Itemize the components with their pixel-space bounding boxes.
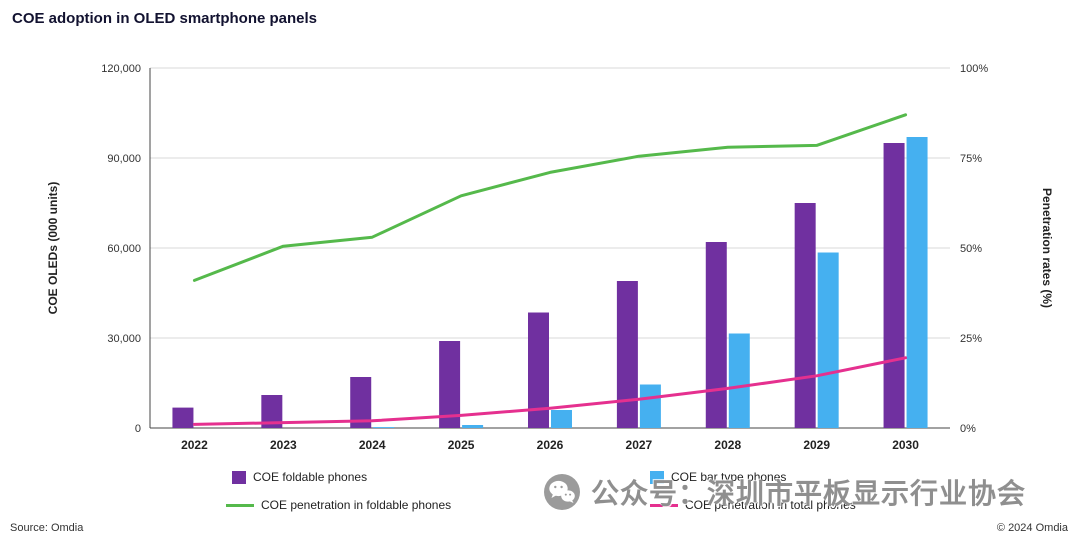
left-axis-tick-label: 0 <box>135 423 141 435</box>
bar-0-2030 <box>883 143 905 428</box>
x-axis-label: 2024 <box>359 438 386 452</box>
bar-1-2028 <box>728 333 750 428</box>
legend-item-foldable: COE foldable phones <box>232 470 367 484</box>
bar-0-2029 <box>794 203 816 428</box>
right-axis-tick-label: 25% <box>960 333 982 345</box>
legend-swatch-bar-type <box>650 470 664 484</box>
bar-0-2022 <box>172 407 194 428</box>
left-axis-tick-label: 120,000 <box>101 63 141 75</box>
copyright-label: © 2024 Omdia <box>996 522 1068 534</box>
bar-0-2028 <box>705 242 727 428</box>
x-axis-label: 2027 <box>626 438 653 452</box>
legend-item-bar-type: COE bar type phones <box>650 470 786 484</box>
legend-item-penetration-total: COE penetration in total phones <box>650 498 856 512</box>
legend-label-bar-type: COE bar type phones <box>671 470 787 484</box>
legend-swatch-penetration-foldable <box>226 503 254 507</box>
bar-0-2027 <box>616 281 638 428</box>
x-axis-label: 2025 <box>448 438 475 452</box>
line-series-0 <box>192 113 908 282</box>
left-axis-tick-label: 30,000 <box>107 333 141 345</box>
right-axis-tick-label: 75% <box>960 153 982 165</box>
left-axis-tick-label: 60,000 <box>107 243 141 255</box>
bar-1-2025 <box>462 425 484 428</box>
line-series-1 <box>192 356 908 426</box>
bar-1-2026 <box>551 410 572 428</box>
bar-1-2030 <box>906 137 928 428</box>
right-axis-tick-label: 100% <box>960 63 988 75</box>
left-axis-tick-label: 90,000 <box>107 153 141 165</box>
right-axis-tick-label: 0% <box>960 423 976 435</box>
legend-label-foldable: COE foldable phones <box>253 470 368 484</box>
x-axis-label: 2026 <box>537 438 564 452</box>
legend-label-penetration-foldable: COE penetration in foldable phones <box>261 498 452 512</box>
coe-adoption-chart: 0 0% 30,000 25% 60,000 50% 90,000 75% 120,000 100… <box>46 63 1054 452</box>
left-axis-title: COE OLEDs (000 units) <box>46 182 60 315</box>
chart-title: COE adoption in OLED smartphone panels <box>12 10 318 27</box>
bar-1-2027 <box>639 384 661 428</box>
bar-0-2026 <box>528 312 549 428</box>
x-axis-label: 2030 <box>892 438 919 452</box>
source-label: Source: Omdia <box>10 522 84 534</box>
bar-1-2029 <box>817 252 839 428</box>
right-axis-title: Penetration rates (%) <box>1040 188 1054 308</box>
legend-swatch-penetration-total <box>650 503 678 507</box>
x-axis-label: 2028 <box>714 438 741 452</box>
legend-swatch-foldable <box>232 470 246 484</box>
bar-1-2024 <box>373 427 395 428</box>
wechat-icon <box>544 474 580 510</box>
bar-0-2024 <box>350 377 372 428</box>
bar-0-2023 <box>261 395 283 428</box>
bar-0-2025 <box>439 341 461 428</box>
legend-item-penetration-foldable: COE penetration in foldable phones <box>226 498 451 512</box>
x-axis-label: 2022 <box>181 438 208 452</box>
legend-label-penetration-total: COE penetration in total phones <box>685 498 856 512</box>
x-axis-label: 2023 <box>270 438 297 452</box>
x-axis-label: 2029 <box>803 438 830 452</box>
right-axis-tick-label: 50% <box>960 243 982 255</box>
